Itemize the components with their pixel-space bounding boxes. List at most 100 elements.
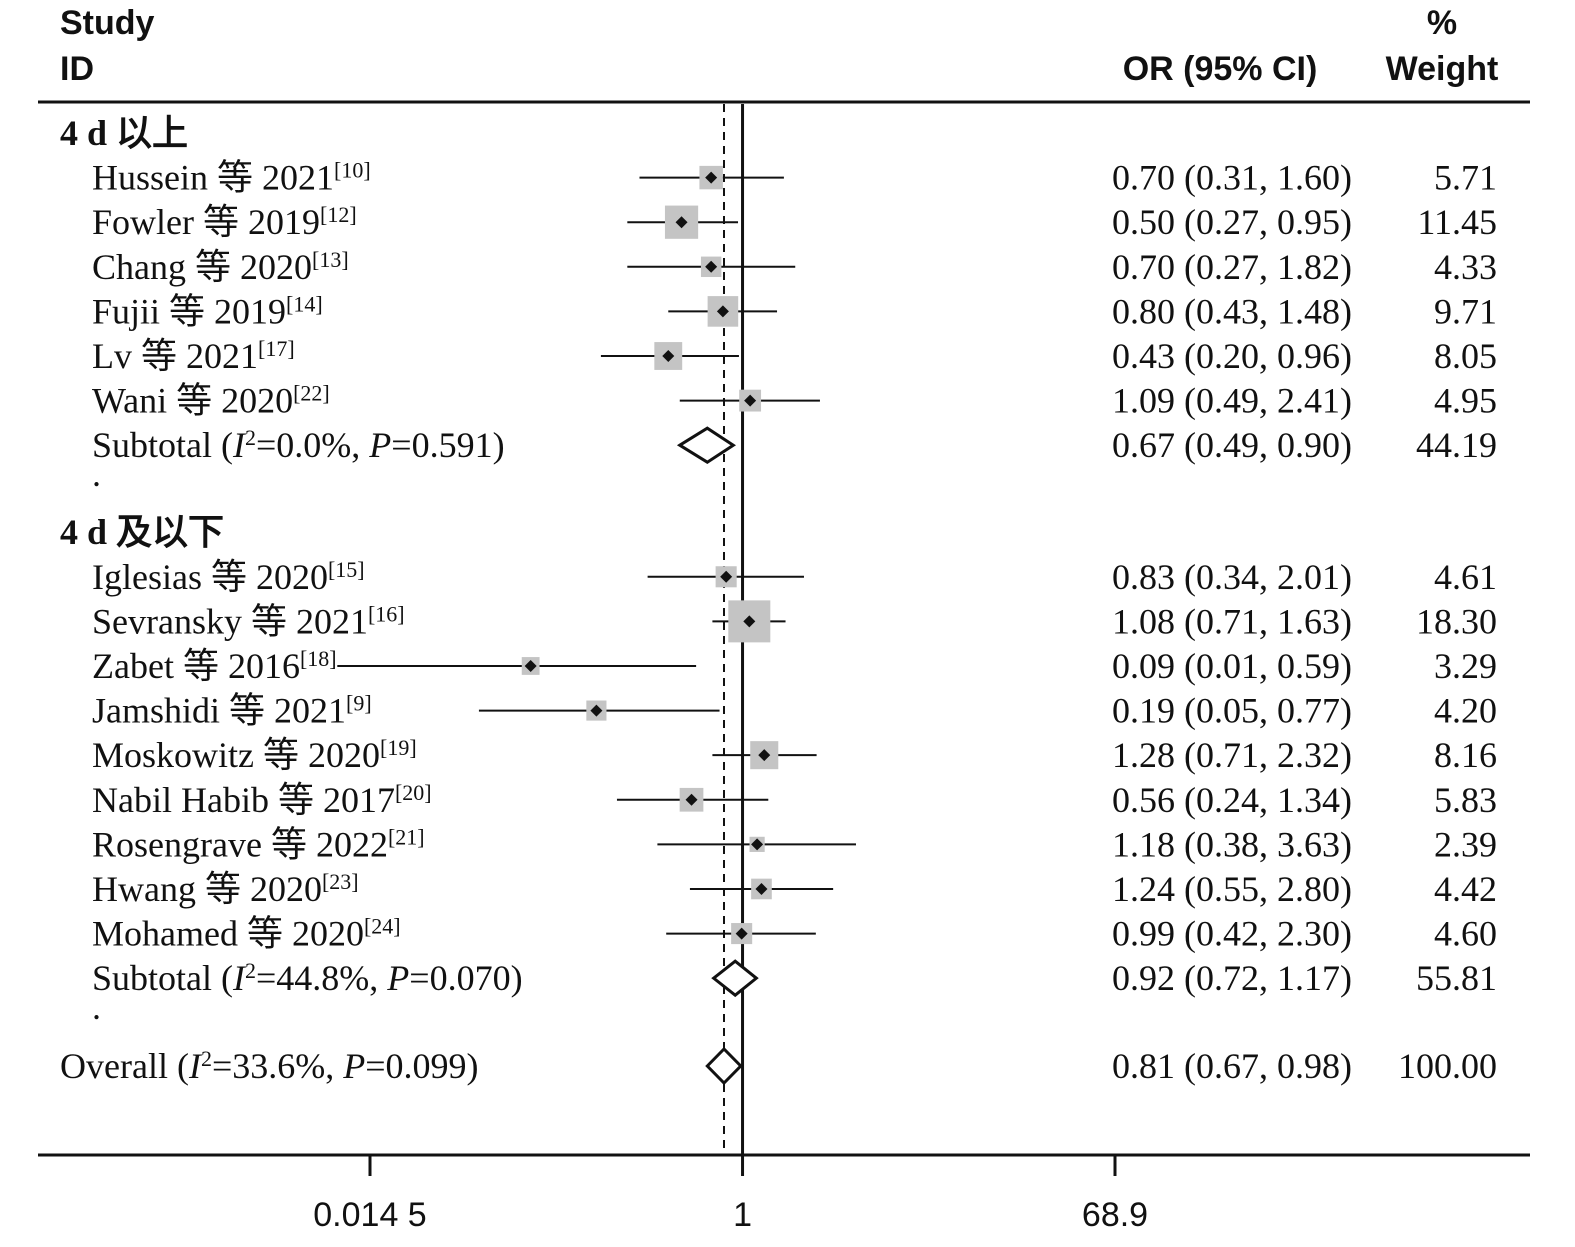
study-row: Hwang 等 2020[23] 1.24 (0.55, 2.80) 4.42 — [92, 869, 1497, 909]
subtotal-2-weight-text: 55.81 — [1416, 958, 1497, 998]
weight-text: 3.29 — [1434, 646, 1497, 686]
point-estimate — [590, 704, 603, 717]
study-name: Zabet 等 2016 — [92, 646, 300, 686]
overall-diamond — [705, 1046, 743, 1086]
weight-text: 4.20 — [1434, 691, 1497, 731]
point-estimate — [685, 793, 698, 806]
point-estimate — [755, 882, 768, 895]
point-estimate — [524, 659, 537, 672]
group-label-2: 4 d 及以下 — [60, 512, 224, 552]
header-study: Study — [60, 4, 155, 42]
ci-text: 1.09 (0.49, 2.41) — [1112, 381, 1352, 421]
point-estimate — [743, 615, 756, 628]
study-name: Fujii 等 2019 — [92, 291, 286, 331]
study-ref: [18] — [300, 646, 337, 671]
point-estimate — [720, 570, 733, 583]
study-label: Lv 等 2021[17] — [92, 336, 295, 376]
separator-dot: . — [92, 987, 101, 1027]
point-estimate — [758, 749, 771, 762]
study-ref: [14] — [286, 291, 323, 316]
study-ref: [20] — [395, 780, 432, 805]
x-tick-label: 0.014 5 — [313, 1196, 426, 1234]
study-name: Chang 等 2020 — [92, 247, 312, 287]
study-row: Wani 等 2020[22] 1.09 (0.49, 2.41) 4.95 — [92, 381, 1497, 421]
study-ref: [13] — [312, 247, 349, 272]
study-row: Fujii 等 2019[14] 0.80 (0.43, 1.48) 9.71 — [92, 291, 1497, 331]
study-ref: [23] — [322, 869, 359, 894]
subtotal-1-ci-text: 0.67 (0.49, 0.90) — [1112, 425, 1352, 465]
ci-text: 0.80 (0.43, 1.48) — [1112, 291, 1352, 331]
study-name: Fowler 等 2019 — [92, 202, 320, 242]
ci-text: 0.99 (0.42, 2.30) — [1112, 914, 1352, 954]
study-ref: [22] — [293, 381, 330, 406]
ci-text: 0.83 (0.34, 2.01) — [1112, 557, 1352, 597]
study-ref: [12] — [320, 202, 357, 227]
header-or: OR (95% CI) — [1123, 50, 1318, 88]
ci-text: 1.24 (0.55, 2.80) — [1112, 869, 1352, 909]
study-row: Jamshidi 等 2021[9] 0.19 (0.05, 0.77) 4.20 — [92, 691, 1497, 731]
study-name: Iglesias 等 2020 — [92, 557, 328, 597]
weight-text: 8.16 — [1434, 735, 1497, 775]
subtotal-2-ci-text: 0.92 (0.72, 1.17) — [1112, 958, 1352, 998]
study-ref: [17] — [258, 336, 295, 361]
weight-text: 4.60 — [1434, 914, 1497, 954]
ci-text: 0.50 (0.27, 0.95) — [1112, 202, 1352, 242]
study-row: Rosengrave 等 2022[21] 1.18 (0.38, 3.63) 2.… — [92, 824, 1497, 864]
point-estimate — [735, 927, 748, 940]
study-ref: [9] — [346, 691, 372, 716]
ci-text: 0.70 (0.27, 1.82) — [1112, 247, 1352, 287]
overall-weight-text: 100.00 — [1398, 1046, 1497, 1086]
study-name: Nabil Habib 等 2017 — [92, 780, 395, 820]
study-label: Wani 等 2020[22] — [92, 381, 330, 421]
subtotal-2: Subtotal (I2=44.8%, P=0.070) 0.92 (0.72, … — [92, 958, 1497, 998]
header-id: ID — [60, 50, 94, 88]
ci-text: 0.09 (0.01, 0.59) — [1112, 646, 1352, 686]
header-weight: Weight — [1386, 50, 1499, 88]
study-row: Sevransky 等 2021[16] 1.08 (0.71, 1.63) 18.… — [92, 600, 1497, 643]
study-name: Hussein 等 2021 — [92, 158, 334, 198]
study-name: Hwang 等 2020 — [92, 869, 322, 909]
subtotal-1-label: Subtotal (I2=0.0%, P=0.591) — [92, 425, 505, 465]
study-row: Lv 等 2021[17] 0.43 (0.20, 0.96) 8.05 — [92, 336, 1497, 376]
study-row: Nabil Habib 等 2017[20] 0.56 (0.24, 1.34) 5… — [92, 780, 1497, 820]
overall-label: Overall (I2=33.6%, P=0.099) — [60, 1046, 479, 1086]
x-tick-label: 68.9 — [1082, 1196, 1148, 1234]
study-label: Mohamed 等 2020[24] — [92, 914, 401, 954]
ci-text: 1.08 (0.71, 1.63) — [1112, 601, 1352, 641]
weight-text: 4.95 — [1434, 381, 1497, 421]
weight-text: 4.42 — [1434, 869, 1497, 909]
study-label: Jamshidi 等 2021[9] — [92, 691, 372, 731]
weight-text: 2.39 — [1434, 824, 1497, 864]
ci-text: 0.43 (0.20, 0.96) — [1112, 336, 1352, 376]
study-name: Jamshidi 等 2021 — [92, 691, 346, 731]
subtotal-2-diamond — [711, 959, 759, 998]
subtotal-1-diamond — [676, 426, 737, 464]
study-name: Wani 等 2020 — [92, 381, 293, 421]
study-ref: [21] — [388, 824, 425, 849]
study-name: Sevransky 等 2021 — [92, 601, 368, 641]
study-label: Nabil Habib 等 2017[20] — [92, 780, 432, 820]
header-percent: % — [1427, 4, 1457, 42]
study-row: Iglesias 等 2020[15] 0.83 (0.34, 2.01) 4.61 — [92, 557, 1497, 597]
x-tick-label: 1 — [733, 1196, 752, 1234]
point-estimate — [675, 216, 688, 229]
weight-text: 4.61 — [1434, 557, 1497, 597]
study-row: Zabet 等 2016[18] 0.09 (0.01, 0.59) 3.29 — [92, 646, 1497, 686]
group-label-1: 4 d 以上 — [60, 113, 188, 153]
subtotal-2-label: Subtotal (I2=44.8%, P=0.070) — [92, 958, 523, 998]
point-estimate — [744, 394, 757, 407]
study-label: Hwang 等 2020[23] — [92, 869, 359, 909]
study-row: Mohamed 等 2020[24] 0.99 (0.42, 2.30) 4.60 — [92, 914, 1497, 954]
study-ref: [10] — [334, 158, 371, 183]
weight-text: 8.05 — [1434, 336, 1497, 376]
weight-text: 5.83 — [1434, 780, 1497, 820]
weight-text: 11.45 — [1417, 202, 1497, 242]
study-name: Rosengrave 等 2022 — [92, 824, 388, 864]
study-name: Moskowitz 等 2020 — [92, 735, 380, 775]
point-estimate — [751, 838, 764, 851]
ci-text: 0.19 (0.05, 0.77) — [1112, 691, 1352, 731]
ci-text: 0.70 (0.31, 1.60) — [1112, 158, 1352, 198]
weight-text: 4.33 — [1434, 247, 1497, 287]
study-ref: [15] — [328, 557, 365, 582]
point-estimate — [705, 171, 718, 184]
